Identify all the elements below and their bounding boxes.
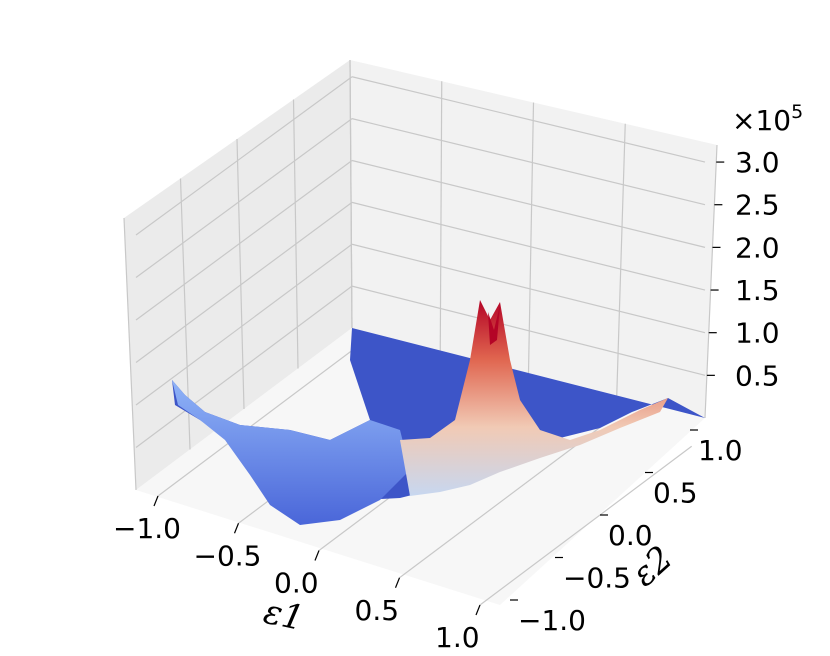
z-tick-label: 1.5 — [735, 274, 780, 307]
z-grid-line — [351, 159, 706, 248]
x-tick-label: 0.5 — [355, 594, 400, 627]
z-grid-line — [351, 243, 706, 334]
x-tick-mark — [153, 495, 159, 507]
y-tick-label: −1.0 — [518, 604, 586, 637]
surface-valley — [172, 380, 410, 525]
x-tick-label: −1.0 — [113, 512, 181, 545]
surface-peak-tip — [488, 305, 500, 345]
z-multiplier: ×105 — [732, 101, 803, 137]
y-grid-line — [527, 102, 535, 374]
y-grid-line — [704, 144, 718, 419]
x-grid-line — [479, 445, 693, 606]
x-tick-label: 1.0 — [435, 621, 480, 654]
surface-mesh — [172, 300, 705, 525]
y-grid-line — [616, 123, 626, 396]
x-tick-label: 0.0 — [274, 567, 319, 600]
z-grid-line — [135, 243, 353, 406]
z-grid-line — [351, 201, 706, 291]
y-tick-label: 0.0 — [608, 519, 653, 552]
surface-peak — [400, 300, 668, 496]
z-grid-line — [351, 76, 706, 163]
x-tick-mark — [314, 550, 320, 561]
x-tick-mark — [233, 523, 240, 534]
z-grid-line — [135, 201, 353, 363]
z-tick-label: 1.0 — [735, 317, 780, 350]
x-grid-line — [157, 336, 371, 497]
x-grid-line — [123, 217, 137, 491]
z-grid-line — [135, 118, 353, 278]
x-tick-mark — [475, 604, 481, 616]
axis-ticks: −1.0−0.50.00.51.0−1.0−0.50.00.51.00.51.0… — [113, 146, 780, 654]
z-grid-line — [135, 285, 353, 448]
z-grid-line — [135, 76, 353, 236]
x-grid-line — [236, 138, 245, 410]
x-axis-label: ε1 — [260, 592, 307, 639]
x-tick-mark — [394, 577, 401, 588]
y-tick-label: 1.0 — [698, 434, 743, 467]
z-grid-line — [351, 285, 706, 376]
z-grid-line — [351, 118, 706, 206]
x-tick-label: −0.5 — [194, 539, 262, 572]
z-tick-label: 2.0 — [735, 231, 780, 264]
y-grid-line — [439, 81, 443, 351]
x-grid-line — [349, 59, 353, 329]
y-tick-label: 0.5 — [653, 477, 698, 510]
z-grid-line — [135, 160, 353, 321]
z-tick-label: 3.0 — [735, 146, 780, 179]
z-tick-label: 0.5 — [735, 359, 780, 392]
y-tick-label: −0.5 — [563, 562, 631, 595]
z-tick-label: 2.5 — [735, 189, 780, 222]
x-grid-line — [292, 99, 299, 369]
